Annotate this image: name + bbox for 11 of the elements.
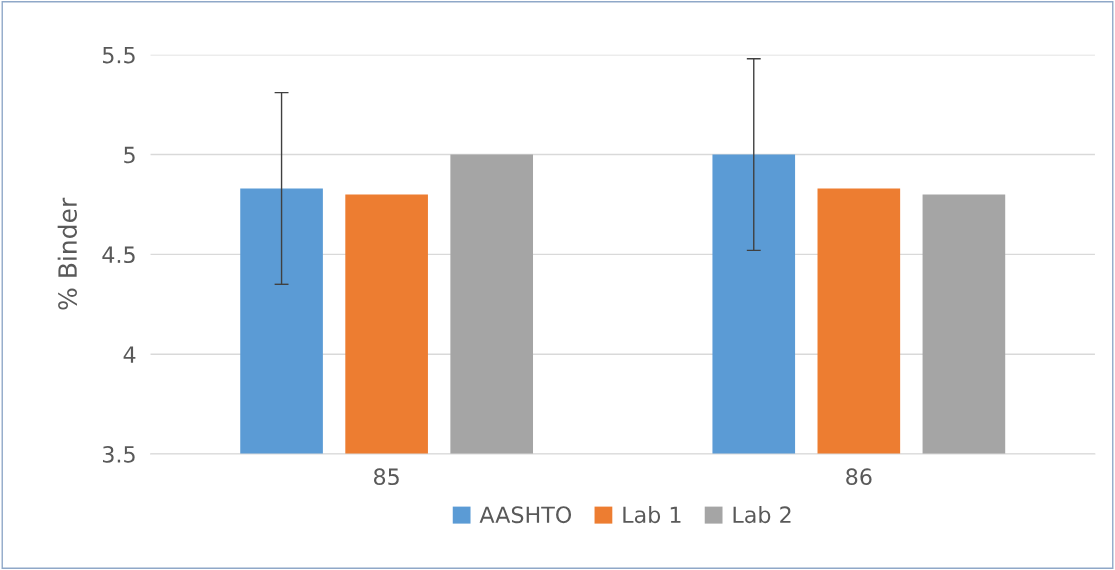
legend-label: Lab 2 (733, 505, 791, 524)
y-axis-title: % Binder (57, 197, 78, 310)
x-tick-label: 86 (846, 468, 872, 486)
legend-label: Lab 1 (623, 505, 681, 524)
y-tick-label: 5.5 (103, 46, 135, 64)
y-tick-label: 4 (123, 346, 136, 363)
legend-label: AASHTO (479, 506, 572, 524)
y-tick-label: 3.5 (102, 445, 135, 463)
y-tick-label: 5 (124, 146, 135, 164)
x-tick-label: 85 (373, 468, 399, 486)
y-tick-label: 4.5 (102, 246, 135, 264)
